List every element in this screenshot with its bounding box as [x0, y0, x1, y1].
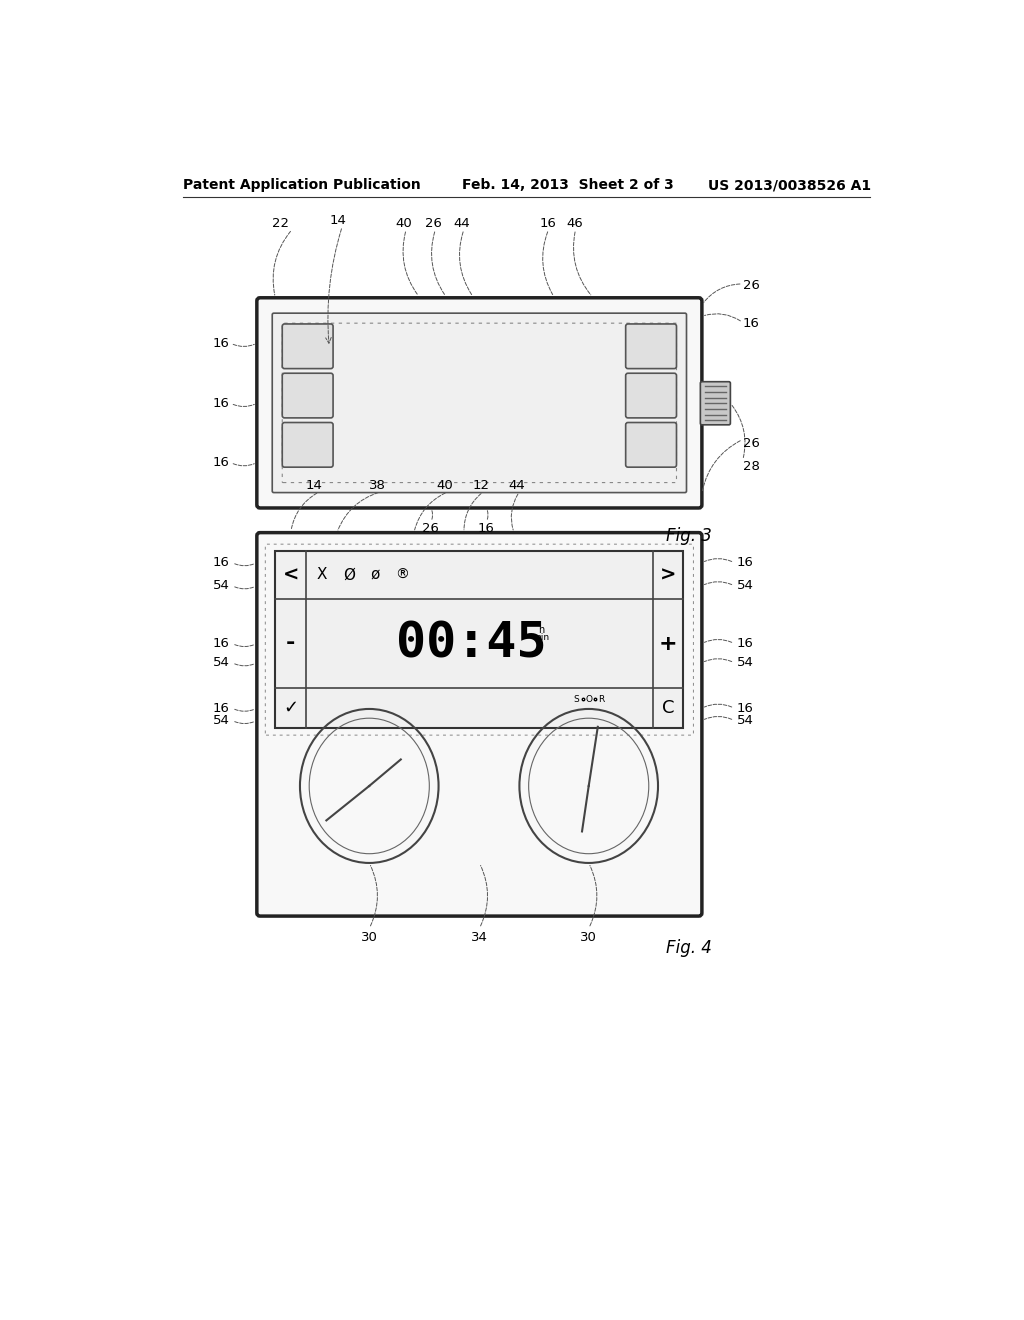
Text: 30: 30: [360, 931, 378, 944]
FancyBboxPatch shape: [257, 298, 701, 508]
Text: 16: 16: [736, 702, 754, 714]
FancyBboxPatch shape: [275, 552, 683, 729]
Text: Ø: Ø: [343, 568, 355, 582]
Text: 54: 54: [736, 656, 754, 669]
Text: 26: 26: [425, 218, 441, 231]
Text: Fig. 3: Fig. 3: [666, 527, 712, 545]
FancyBboxPatch shape: [283, 323, 333, 368]
Text: C: C: [662, 700, 674, 717]
Text: 40: 40: [395, 218, 413, 231]
Text: ✓: ✓: [284, 700, 298, 717]
Text: Patent Application Publication: Patent Application Publication: [183, 178, 421, 193]
Text: ø: ø: [371, 568, 380, 582]
Text: 12: 12: [472, 479, 489, 492]
Text: O: O: [585, 696, 592, 704]
Text: 16: 16: [478, 521, 495, 535]
Text: 14: 14: [305, 479, 323, 492]
Text: 16: 16: [213, 556, 229, 569]
Text: US 2013/0038526 A1: US 2013/0038526 A1: [708, 178, 871, 193]
Text: 28: 28: [742, 459, 760, 473]
Text: 26: 26: [423, 521, 439, 535]
Text: min: min: [532, 632, 550, 642]
FancyBboxPatch shape: [257, 533, 701, 916]
Text: <: <: [283, 565, 299, 585]
Text: +: +: [658, 634, 677, 653]
Text: 54: 54: [213, 714, 229, 727]
Text: X: X: [316, 568, 327, 582]
Text: 30: 30: [581, 931, 597, 944]
Text: 44: 44: [509, 479, 525, 492]
Text: S: S: [573, 696, 580, 704]
Text: R: R: [598, 696, 604, 704]
FancyBboxPatch shape: [626, 323, 677, 368]
Text: >: >: [659, 565, 676, 585]
Text: 16: 16: [213, 455, 229, 469]
Text: 16: 16: [213, 337, 229, 350]
Text: ®: ®: [394, 568, 409, 582]
Text: Feb. 14, 2013  Sheet 2 of 3: Feb. 14, 2013 Sheet 2 of 3: [462, 178, 674, 193]
Text: Fig. 4: Fig. 4: [666, 939, 712, 957]
Text: -: -: [286, 634, 295, 653]
Text: 16: 16: [213, 638, 229, 649]
Text: 54: 54: [736, 579, 754, 593]
Text: 22: 22: [272, 218, 289, 231]
FancyBboxPatch shape: [283, 374, 333, 418]
Text: 16: 16: [213, 397, 229, 409]
FancyBboxPatch shape: [700, 381, 730, 425]
Text: 40: 40: [436, 479, 453, 492]
Text: 38: 38: [369, 479, 385, 492]
Text: 16: 16: [742, 317, 760, 330]
Text: 46: 46: [566, 218, 584, 231]
Text: 54: 54: [213, 656, 229, 669]
Text: h: h: [538, 624, 544, 635]
Text: 00:45: 00:45: [396, 619, 547, 668]
Text: 16: 16: [213, 702, 229, 714]
Text: 26: 26: [742, 279, 760, 292]
Text: 16: 16: [540, 218, 556, 231]
Text: 16: 16: [736, 556, 754, 569]
FancyBboxPatch shape: [272, 313, 686, 492]
FancyBboxPatch shape: [283, 422, 333, 467]
Text: 44: 44: [454, 218, 470, 231]
FancyBboxPatch shape: [626, 422, 677, 467]
Text: 26: 26: [742, 437, 760, 450]
Text: 54: 54: [213, 579, 229, 593]
Text: 54: 54: [736, 714, 754, 727]
FancyBboxPatch shape: [626, 374, 677, 418]
Text: 14: 14: [330, 214, 347, 227]
Text: 16: 16: [736, 638, 754, 649]
Text: 34: 34: [471, 931, 487, 944]
